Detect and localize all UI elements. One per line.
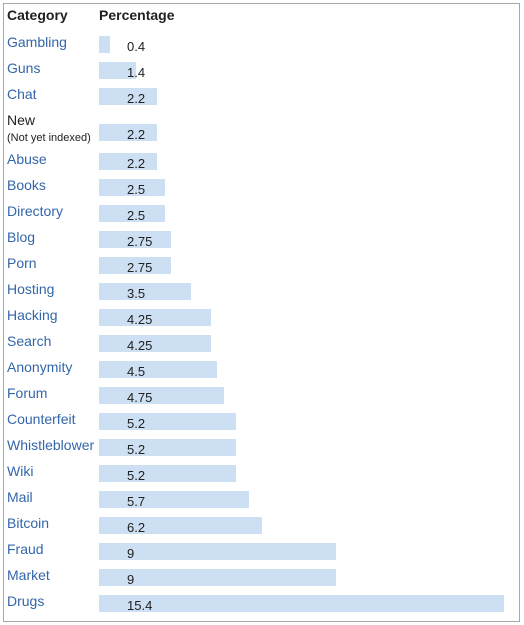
data-label: 4.25 (127, 338, 153, 353)
table-row: New (Not yet indexed) 2.2 (0, 111, 520, 150)
category-label[interactable]: Abuse (7, 151, 47, 167)
data-label: 2.5 (127, 208, 146, 223)
category-label[interactable]: Chat (7, 86, 37, 102)
bar (99, 439, 236, 456)
bar (99, 179, 165, 196)
bar (99, 413, 236, 430)
data-label: 3.5 (127, 286, 146, 301)
category-label[interactable]: Mail (7, 489, 33, 505)
bar (99, 88, 157, 105)
category-label[interactable]: Blog (7, 229, 36, 245)
table-row: Gambling 0.4 (0, 33, 520, 59)
table-row: Drugs 15.4 (0, 592, 520, 618)
table-row: Blog 2.75 (0, 228, 520, 254)
category-label[interactable]: Bitcoin (7, 515, 50, 531)
bar (99, 257, 171, 274)
data-label: 5.2 (127, 468, 146, 483)
category-label[interactable]: Search (7, 333, 52, 349)
bar (99, 309, 211, 326)
data-label: 2.5 (127, 182, 146, 197)
category-label[interactable]: Fraud (7, 541, 44, 557)
table-row: Porn 2.75 (0, 254, 520, 280)
table-row: Mail 5.7 (0, 488, 520, 514)
bar (99, 569, 336, 586)
table-row: Chat 2.2 (0, 85, 520, 111)
bar (99, 361, 217, 378)
table-row: Directory 2.5 (0, 202, 520, 228)
category-label[interactable]: Forum (7, 385, 48, 401)
bar (99, 491, 249, 508)
category-label[interactable]: Market (7, 567, 50, 583)
bar (99, 283, 191, 300)
category-column-header: Category (7, 7, 68, 23)
category-label[interactable]: Hacking (7, 307, 58, 323)
data-label: 4.5 (127, 364, 146, 379)
bar (99, 543, 336, 560)
category-label[interactable]: Directory (7, 203, 64, 219)
table-row: Books 2.5 (0, 176, 520, 202)
bar (99, 153, 157, 170)
table-row: Search 4.25 (0, 332, 520, 358)
category-label[interactable]: Counterfeit (7, 411, 76, 427)
bar (99, 595, 504, 612)
bar (99, 231, 171, 248)
data-label: 6.2 (127, 520, 146, 535)
bar (99, 124, 157, 141)
category-label[interactable]: Drugs (7, 593, 45, 609)
data-label: 5.2 (127, 442, 146, 457)
data-label: 15.4 (127, 598, 153, 613)
data-label: 2.2 (127, 156, 146, 171)
bar (99, 387, 224, 404)
data-label: 2.2 (127, 127, 146, 142)
bar (99, 335, 211, 352)
table-row: Whistleblower 5.2 (0, 436, 520, 462)
category-note: (Not yet indexed) (7, 132, 91, 144)
bar (99, 517, 262, 534)
category-label[interactable]: Porn (7, 255, 37, 271)
table-row: Market 9 (0, 566, 520, 592)
data-label: 5.7 (127, 494, 146, 509)
category-label[interactable]: Whistleblower (7, 437, 95, 453)
category-label[interactable]: Guns (7, 60, 41, 76)
data-label: 2.75 (127, 260, 153, 275)
table-row: Wiki 5.2 (0, 462, 520, 488)
table-row: Hosting 3.5 (0, 280, 520, 306)
data-label: 4.25 (127, 312, 153, 327)
category-label[interactable]: Gambling (7, 34, 67, 50)
category-label[interactable]: Hosting (7, 281, 55, 297)
percentage-column-header: Percentage (99, 7, 175, 23)
data-label: 1.4 (127, 65, 146, 80)
bar (99, 62, 136, 79)
table-row: Abuse 2.2 (0, 150, 520, 176)
bar (99, 465, 236, 482)
data-label: 9 (127, 546, 135, 561)
table-row: Forum 4.75 (0, 384, 520, 410)
table-row: Guns 1.4 (0, 59, 520, 85)
category-label[interactable]: Books (7, 177, 46, 193)
table-row: Hacking 4.25 (0, 306, 520, 332)
bar (99, 205, 165, 222)
category-label[interactable]: Anonymity (7, 359, 73, 375)
data-label: 9 (127, 572, 135, 587)
data-label: 0.4 (127, 39, 146, 54)
category-label: New (7, 112, 36, 128)
table-row: Bitcoin 6.2 (0, 514, 520, 540)
data-label: 2.2 (127, 91, 146, 106)
table-row: Fraud 9 (0, 540, 520, 566)
data-label: 4.75 (127, 390, 153, 405)
table-row: Anonymity 4.5 (0, 358, 520, 384)
bar (99, 36, 110, 53)
data-label: 5.2 (127, 416, 146, 431)
category-label[interactable]: Wiki (7, 463, 34, 479)
data-label: 2.75 (127, 234, 153, 249)
table-row: Counterfeit 5.2 (0, 410, 520, 436)
